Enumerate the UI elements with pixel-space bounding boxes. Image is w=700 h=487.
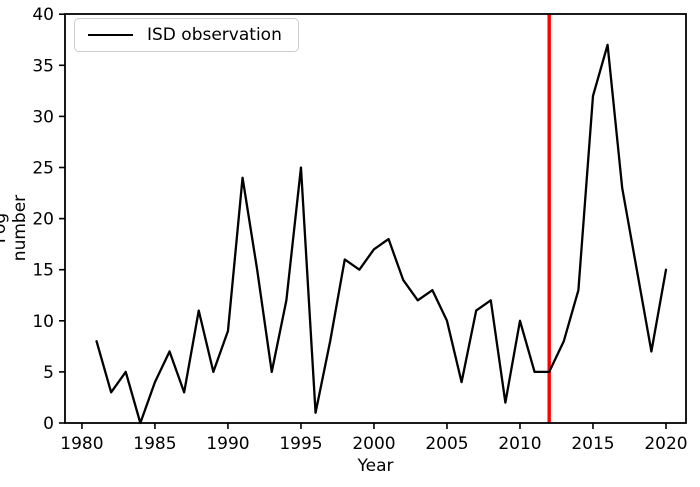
y-tick-label: 40 xyxy=(32,5,54,25)
isd-observation-line xyxy=(95,43,668,425)
x-tick-label: 2015 xyxy=(571,434,614,454)
legend-label: ISD observation xyxy=(147,25,282,45)
y-tick-label: 35 xyxy=(32,56,54,76)
axes-spines xyxy=(64,13,687,424)
y-tick-label: 15 xyxy=(32,261,54,281)
x-tick-label: 2000 xyxy=(352,434,395,454)
plot-area xyxy=(65,14,686,423)
y-tick-label: 0 xyxy=(43,414,54,434)
y-tick-label: 20 xyxy=(32,210,54,230)
x-axis-label: Year xyxy=(357,456,394,476)
x-tick-label: 1985 xyxy=(133,434,176,454)
x-tick-label: 2020 xyxy=(644,434,687,454)
legend: ISD observation xyxy=(74,18,299,52)
y-axis-label: Fog number xyxy=(0,194,30,262)
legend-line-swatch xyxy=(88,34,133,36)
x-tick-label: 1995 xyxy=(279,434,322,454)
y-tick-label: 5 xyxy=(43,363,54,383)
x-tick-label: 2010 xyxy=(498,434,541,454)
x-tick-label: 1980 xyxy=(60,434,103,454)
x-tick-label: 1990 xyxy=(206,434,249,454)
y-tick-label: 10 xyxy=(32,312,54,332)
y-tick-label: 25 xyxy=(32,159,54,179)
y-tick-label: 30 xyxy=(32,107,54,127)
x-tick-label: 2005 xyxy=(425,434,468,454)
